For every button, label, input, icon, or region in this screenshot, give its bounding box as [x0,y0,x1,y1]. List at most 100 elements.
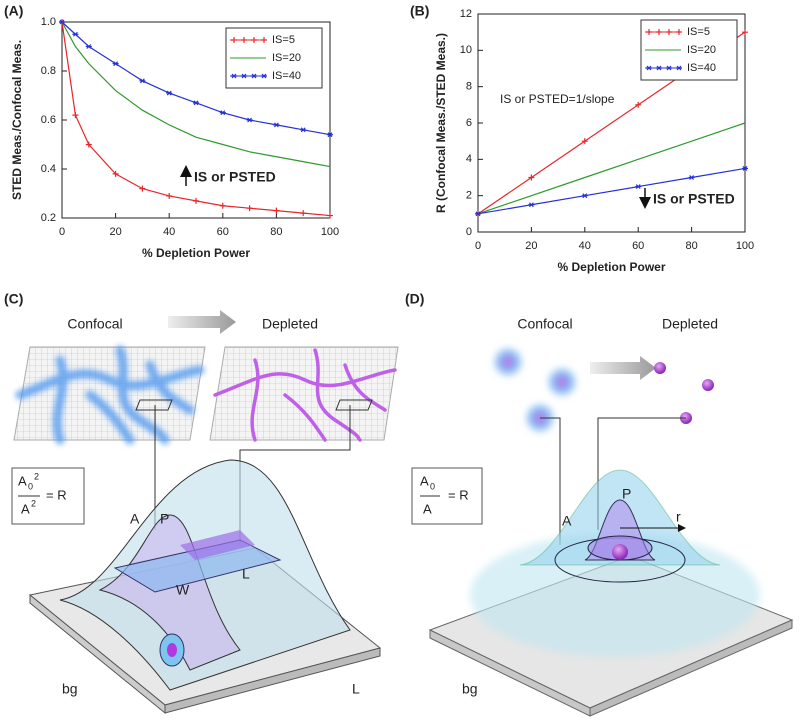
y-tick-label: 12 [460,8,472,20]
marker [261,73,267,79]
formula-sub: 0 [28,481,33,491]
formula-den: A [21,501,30,516]
y-tick-label: 0.6 [41,114,56,126]
marker [666,29,672,35]
marker [219,110,226,116]
annotation: IS or PSTED=1/slope [500,92,615,106]
marker [688,175,695,180]
marker [246,117,253,123]
depleted-fibers [213,348,397,442]
marker [300,127,307,133]
panel-label: (B) [410,3,429,19]
l-label: L [242,566,250,582]
marker [273,122,280,128]
confocal-spots [491,345,579,435]
formula-num: A [18,473,27,488]
marker [59,19,65,25]
series-line [477,167,746,215]
x-tick-label: 40 [163,226,175,238]
y-axis-title: R (Confocal Meas./STED Meas.) [434,33,448,213]
x-tick-label: 0 [59,226,65,238]
marker [676,65,682,71]
panel-label: (A) [4,3,23,19]
y-tick-label: 10 [460,44,472,56]
marker [528,202,535,208]
substrate-edge [164,647,381,714]
marker [475,211,481,217]
legend-label: IS=5 [272,34,295,46]
marker [85,44,92,49]
marker [72,31,79,37]
marker [231,73,237,79]
marker [139,78,146,84]
w-label: W [176,582,190,598]
annotation: IS or PSTED [194,169,276,185]
marker [193,197,199,204]
series-line [61,21,331,217]
depleted-label: Depleted [262,316,318,332]
marker [139,185,146,192]
formula-rhs: = R [448,487,469,502]
x-tick-label: 0 [475,240,481,252]
roi [335,399,373,411]
formula-rhs: = R [46,487,67,502]
panel-label: (C) [4,291,23,307]
confocal-fibers [15,345,205,445]
marker [112,61,119,67]
marker [676,29,682,35]
y-tick-label: 1.0 [41,16,56,28]
marker [241,37,247,43]
grid-lines [14,347,205,440]
y-tick-label: 6 [466,117,472,129]
confocal-label: Confocal [67,316,122,332]
series-line [477,122,746,215]
marker [72,112,79,119]
marker [112,170,119,177]
marker [581,193,588,199]
marker [219,202,226,209]
marker [246,205,253,212]
marker [656,65,662,71]
a-label: A [562,513,572,529]
panel-d: (D) Confocal Depleted P A r bg [405,291,794,717]
legend-label: IS=40 [272,70,301,82]
marker [666,65,672,71]
marker [581,138,588,145]
legend-label: IS=20 [687,44,716,56]
series-line [61,21,331,168]
confocal-label: Confocal [517,316,572,332]
formula-sup: 2 [31,498,36,508]
formula-sub: 0 [430,481,435,491]
substrate-edge [589,619,793,717]
l-label: L [352,681,360,697]
center-dot [612,544,628,560]
r-label: r [676,509,681,525]
marker [646,65,652,71]
arrow [590,356,656,380]
legend-label: IS=5 [687,26,710,38]
marker [231,37,237,43]
marker [251,37,257,43]
x-axis-title: % Depletion Power [557,260,665,274]
marker [261,37,267,43]
marker [327,132,333,138]
marker [273,207,280,214]
y-tick-label: 0.8 [41,65,56,77]
x-tick-label: 40 [579,240,591,252]
a-label: A [130,511,140,527]
marker [251,73,257,79]
depleted-spots [654,362,714,424]
annotation: IS or PSTED [653,191,735,207]
y-tick-label: 4 [466,153,472,165]
formula-sup: 2 [34,471,39,481]
marker [635,184,642,190]
y-axis-title: STED Meas./Confocal Meas. [10,40,24,200]
x-tick-label: 60 [217,226,229,238]
marker [742,165,748,171]
bg-label: bg [462,681,478,697]
x-tick-label: 20 [525,240,537,252]
formula-den: A [423,501,432,516]
marker [742,29,748,36]
marker [646,29,652,35]
